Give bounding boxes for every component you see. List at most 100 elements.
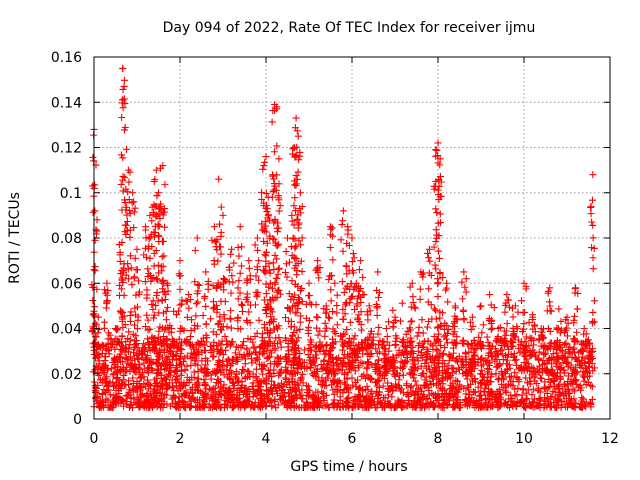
data-point xyxy=(117,395,125,403)
data-point xyxy=(128,281,136,289)
data-point xyxy=(421,404,429,412)
data-point xyxy=(140,393,148,401)
data-point xyxy=(581,373,589,381)
data-point xyxy=(89,297,97,305)
data-point xyxy=(567,376,575,384)
data-point xyxy=(202,302,210,310)
data-point xyxy=(177,379,185,387)
data-point xyxy=(185,304,193,312)
data-point xyxy=(346,318,354,326)
data-point xyxy=(192,380,200,388)
data-point xyxy=(245,257,253,265)
data-point xyxy=(466,367,474,375)
data-point xyxy=(375,356,383,364)
data-point xyxy=(122,221,130,229)
data-point xyxy=(446,392,454,400)
data-point xyxy=(333,302,341,310)
data-point xyxy=(89,208,97,216)
data-point xyxy=(120,371,128,379)
data-point xyxy=(234,295,242,303)
data-point xyxy=(347,293,355,301)
data-point xyxy=(232,343,240,351)
data-point xyxy=(462,390,470,398)
data-point xyxy=(402,330,410,338)
data-point xyxy=(349,250,357,258)
data-point xyxy=(315,274,323,282)
data-point xyxy=(202,385,210,393)
data-point xyxy=(133,245,141,253)
data-point xyxy=(131,341,139,349)
data-point xyxy=(348,234,356,242)
data-point xyxy=(219,211,227,219)
data-point xyxy=(183,313,191,321)
data-point xyxy=(282,248,290,256)
data-point xyxy=(214,375,222,383)
data-point xyxy=(589,308,597,316)
data-point xyxy=(179,357,187,365)
data-point xyxy=(556,375,564,383)
data-point xyxy=(443,339,451,347)
data-point xyxy=(357,257,365,265)
data-point xyxy=(264,354,272,362)
data-point xyxy=(175,393,183,401)
data-point xyxy=(285,258,293,266)
data-point xyxy=(519,386,527,394)
data-point xyxy=(502,360,510,368)
data-point xyxy=(455,352,463,360)
data-point xyxy=(313,365,321,373)
data-point xyxy=(119,104,127,112)
data-point xyxy=(312,400,320,408)
data-point xyxy=(436,384,444,392)
data-point xyxy=(313,313,321,321)
data-point xyxy=(246,372,254,380)
data-point xyxy=(331,371,339,379)
data-point xyxy=(569,366,577,374)
data-point xyxy=(318,388,326,396)
data-point xyxy=(454,377,462,385)
data-point xyxy=(374,330,382,338)
data-point xyxy=(398,299,406,307)
data-point xyxy=(376,388,384,396)
data-point xyxy=(210,260,218,268)
data-point xyxy=(372,345,380,353)
data-point xyxy=(436,210,444,218)
data-point xyxy=(175,404,183,412)
data-point xyxy=(268,118,276,126)
data-point xyxy=(238,383,246,391)
data-point xyxy=(126,317,134,325)
data-point xyxy=(526,380,534,388)
data-point xyxy=(589,265,597,273)
data-point xyxy=(533,399,541,407)
data-point xyxy=(213,367,221,375)
data-point xyxy=(268,193,276,201)
data-point xyxy=(98,390,106,398)
data-point xyxy=(368,375,376,383)
data-point xyxy=(159,379,167,387)
data-point xyxy=(349,381,357,389)
data-point xyxy=(290,393,298,401)
data-point xyxy=(259,165,267,173)
data-point xyxy=(314,314,322,322)
data-point xyxy=(282,260,290,268)
x-tick-labels: 0 2 4 6 8 10 12 xyxy=(90,431,619,447)
data-point xyxy=(121,381,129,389)
data-point xyxy=(177,367,185,375)
data-point xyxy=(494,376,502,384)
data-point xyxy=(429,403,437,411)
data-point xyxy=(217,228,225,236)
data-point xyxy=(502,331,510,339)
data-point xyxy=(234,243,242,251)
data-point xyxy=(255,316,263,324)
data-point xyxy=(434,139,442,147)
data-point xyxy=(432,345,440,353)
data-point xyxy=(155,222,163,230)
data-point xyxy=(514,384,522,392)
data-point xyxy=(100,318,108,326)
data-point xyxy=(554,382,562,390)
data-point xyxy=(466,391,474,399)
data-point xyxy=(143,294,151,302)
x-tick-label: 0 xyxy=(90,431,99,447)
data-point xyxy=(216,404,224,412)
data-point xyxy=(201,292,209,300)
data-point xyxy=(488,324,496,332)
